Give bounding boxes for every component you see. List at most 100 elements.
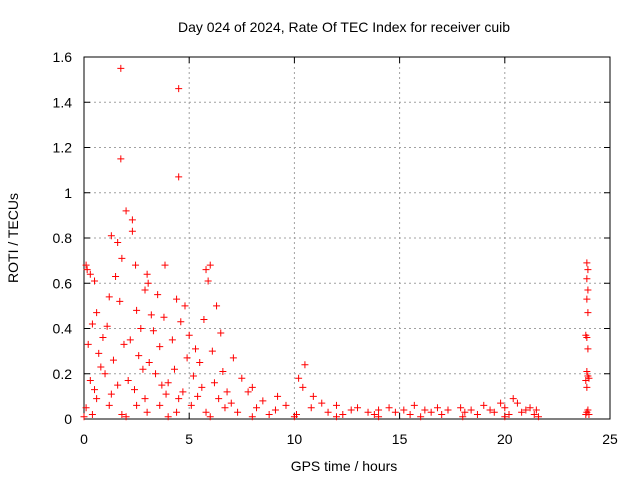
data-point	[526, 404, 534, 412]
data-point	[143, 408, 151, 416]
data-point	[194, 392, 202, 400]
data-point	[223, 388, 231, 396]
data-point	[161, 261, 169, 269]
data-point	[83, 266, 91, 274]
data-point	[80, 413, 88, 421]
data-point	[105, 293, 113, 301]
data-point	[221, 404, 229, 412]
y-tick-label: 0.6	[53, 275, 73, 291]
data-point	[505, 410, 513, 418]
data-point	[227, 399, 235, 407]
data-point	[164, 413, 172, 421]
data-point	[461, 408, 469, 416]
data-point	[370, 410, 378, 418]
data-point	[282, 401, 290, 409]
data-point	[457, 404, 465, 412]
data-point	[189, 372, 197, 380]
data-point	[299, 383, 307, 391]
data-point	[248, 413, 256, 421]
data-point	[290, 413, 298, 421]
x-tick-label: 0	[80, 431, 88, 447]
data-point	[530, 410, 538, 418]
x-tick-label: 15	[392, 431, 408, 447]
data-point	[109, 356, 117, 364]
data-point	[410, 401, 418, 409]
data-point	[196, 358, 204, 366]
data-point	[332, 401, 340, 409]
data-point	[122, 413, 130, 421]
data-point	[152, 370, 160, 378]
data-point	[187, 401, 195, 409]
data-point	[117, 155, 125, 163]
data-point	[583, 259, 591, 267]
y-tick-label: 1.6	[53, 49, 73, 65]
data-point	[501, 413, 509, 421]
data-point	[584, 266, 592, 274]
y-tick-label: 1.4	[53, 94, 73, 110]
data-point	[139, 365, 147, 373]
x-tick-label: 20	[497, 431, 513, 447]
data-point	[206, 261, 214, 269]
data-point	[126, 336, 134, 344]
data-point	[154, 291, 162, 299]
data-point	[417, 413, 425, 421]
data-point	[91, 386, 99, 394]
data-point	[88, 320, 96, 328]
chart-title: Day 024 of 2024, Rate Of TEC Index for r…	[178, 19, 510, 35]
data-point	[513, 399, 521, 407]
y-tick-label: 0.4	[53, 321, 73, 337]
data-point	[318, 399, 326, 407]
data-point	[107, 232, 115, 240]
x-tick-label: 5	[185, 431, 193, 447]
data-point	[238, 374, 246, 382]
data-point	[183, 354, 191, 362]
data-point	[170, 365, 178, 373]
data-point	[149, 327, 157, 335]
data-point	[271, 406, 279, 414]
data-point	[88, 410, 96, 418]
y-axis-label: ROTI / TECUs	[5, 193, 21, 283]
data-point	[118, 410, 126, 418]
data-point	[86, 270, 94, 278]
data-point	[215, 395, 223, 403]
y-tick-label: 1	[64, 185, 72, 201]
data-point	[583, 383, 591, 391]
data-point	[582, 410, 590, 418]
data-point	[534, 413, 542, 421]
data-point	[309, 392, 317, 400]
data-point	[128, 216, 136, 224]
data-point	[375, 406, 383, 414]
data-points	[80, 64, 593, 421]
data-point	[202, 408, 210, 416]
data-point	[133, 401, 141, 409]
plot-frame	[83, 56, 611, 420]
data-point	[421, 406, 429, 414]
data-point	[208, 347, 216, 355]
data-point	[473, 410, 481, 418]
data-point	[200, 315, 208, 323]
data-point	[160, 313, 168, 321]
data-point	[112, 272, 120, 280]
data-point	[501, 404, 509, 412]
data-point	[93, 309, 101, 317]
data-point	[486, 406, 494, 414]
data-point	[103, 322, 111, 330]
data-point	[117, 64, 125, 72]
data-point	[244, 388, 252, 396]
data-point	[114, 381, 122, 389]
data-point	[97, 363, 105, 371]
data-point	[116, 297, 124, 305]
data-point	[253, 404, 261, 412]
data-point	[427, 408, 435, 416]
data-point	[177, 318, 185, 326]
data-point	[585, 374, 593, 382]
data-point	[162, 390, 170, 398]
data-point	[147, 311, 155, 319]
data-point	[192, 345, 200, 353]
data-point	[82, 261, 90, 269]
data-point	[105, 401, 113, 409]
data-point	[99, 334, 107, 342]
data-point	[128, 227, 136, 235]
data-point	[122, 207, 130, 215]
